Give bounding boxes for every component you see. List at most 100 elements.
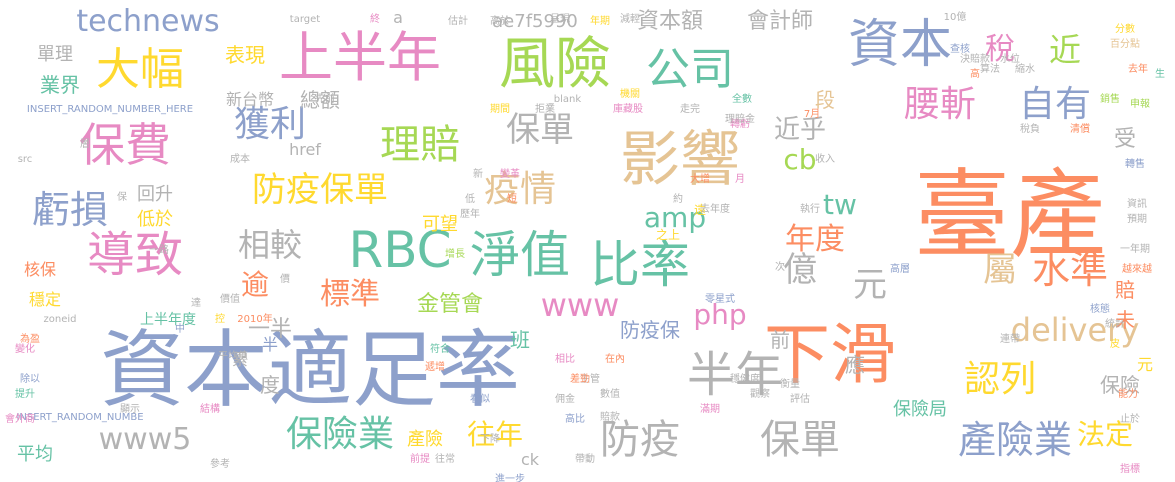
word-152: 申報 [1130,100,1150,110]
word-115: 皮 [1110,340,1120,350]
word-180: 增長 [445,250,465,260]
word-148: 查核 [950,45,970,55]
word-40: 年度 [785,225,845,255]
word-122: 數值 [600,390,620,400]
word-24: 保險業 [286,417,394,453]
word-102: 歷年 [460,210,480,220]
word-30: technews [76,7,219,37]
word-17: 防疫保單 [252,173,388,207]
word-169: 月 [735,175,745,185]
word-105: 轉售 [1125,160,1145,170]
word-37: 近 [1049,34,1081,66]
word-96: 成本 [230,155,250,165]
word-36: 元 [853,268,887,302]
word-72: 度 [260,375,280,395]
word-44: cb [783,146,816,174]
word-26: 屬 [983,253,1017,287]
word-34: 相較 [238,229,302,261]
word-110: 高層 [890,265,910,275]
word-188: 達 [191,299,201,309]
word-171: 約 [673,195,683,205]
word-54: 業界 [40,75,80,95]
word-173: 低 [465,195,475,205]
word-167: 變革 [500,170,520,180]
word-87: zoneid [44,315,77,325]
word-75: 段 [815,90,835,110]
word-6: 資本 [848,19,952,71]
word-29: 自有 [1019,87,1091,123]
word-23: 產險業 [958,421,1072,459]
word-189: 平均值 [218,352,248,362]
word-14: 理賠 [380,125,460,165]
word-176: 看似 [470,395,490,405]
word-66: 產險 [407,431,443,449]
word-141: 往常 [435,455,455,465]
word-126: 穩健度 [730,375,760,385]
word-70: 穩定 [29,292,61,308]
word-112: 指標 [1120,465,1140,475]
word-49: 近乎 [774,117,826,143]
word-67: ck [521,452,539,468]
word-60: 班 [510,330,530,350]
word-76: 賠 [1115,280,1135,300]
word-103: 收入 [815,155,835,165]
word-160: 機關 [620,90,640,100]
word-187: 一路 [149,246,169,256]
word-128: 觀察 [750,390,770,400]
word-4: 風險 [499,37,611,93]
word-162: 走完 [680,105,700,115]
word-149: 高 [970,70,980,80]
word-93: 全數 [732,95,752,105]
word-1: 資本適足率 [100,328,520,412]
word-5: 上半年 [279,31,441,85]
word-156: 估計 [448,17,468,27]
word-42: php [693,301,746,329]
word-183: 控 [215,315,225,325]
word-12: 大幅 [96,48,184,92]
word-82: a [393,10,403,26]
word-43: tw [823,191,857,219]
word-69: 核保 [24,262,56,278]
word-97: 先前 [315,95,335,105]
word-52: 表現 [225,45,265,65]
word-123: 相比 [555,355,575,365]
word-106: 資訊 [1127,200,1147,210]
word-109: 越來越 [1122,265,1152,275]
word-179: 符合 [430,345,450,355]
word-19: 保單 [506,113,574,147]
word-31: www [541,289,620,321]
word-145: 算法 [980,65,1000,75]
word-99: 之上 [656,229,680,241]
word-86: src [18,155,33,165]
word-170: 次 [775,263,785,273]
word-124: 在內 [605,355,625,365]
word-50: 資本額 [637,11,703,33]
word-166: 理賠金 [725,115,755,125]
word-92: 2010年 [237,315,272,325]
word-134: 提升 [15,390,35,400]
word-172: 新 [473,170,483,180]
word-16: 獲利 [234,107,306,143]
word-104: 執行 [800,205,820,215]
word-81: 新台幣 [226,92,274,108]
word-15: 虧損 [32,191,108,229]
word-116: 統計 [1105,320,1125,330]
word-51: 會計師 [747,11,813,33]
word-61: 防疫保 [620,320,680,340]
word-57: 低於 [137,211,173,229]
word-150: 生 [1155,70,1165,80]
word-181: 價值 [220,295,240,305]
word-47: 金管會 [417,294,483,316]
word-164: 拒業 [535,105,555,115]
word-132: 變化 [15,345,35,355]
word-22: 保單 [760,420,840,460]
word-62: 前 [770,330,790,350]
word-175: 下降 [480,435,500,445]
word-107: 預期 [1127,215,1147,225]
word-185: 層 [80,140,90,150]
word-18: 疫情 [484,172,556,208]
word-94: 年期 [590,17,610,27]
word-85: href [289,142,321,158]
word-79: 元 [1137,357,1153,373]
